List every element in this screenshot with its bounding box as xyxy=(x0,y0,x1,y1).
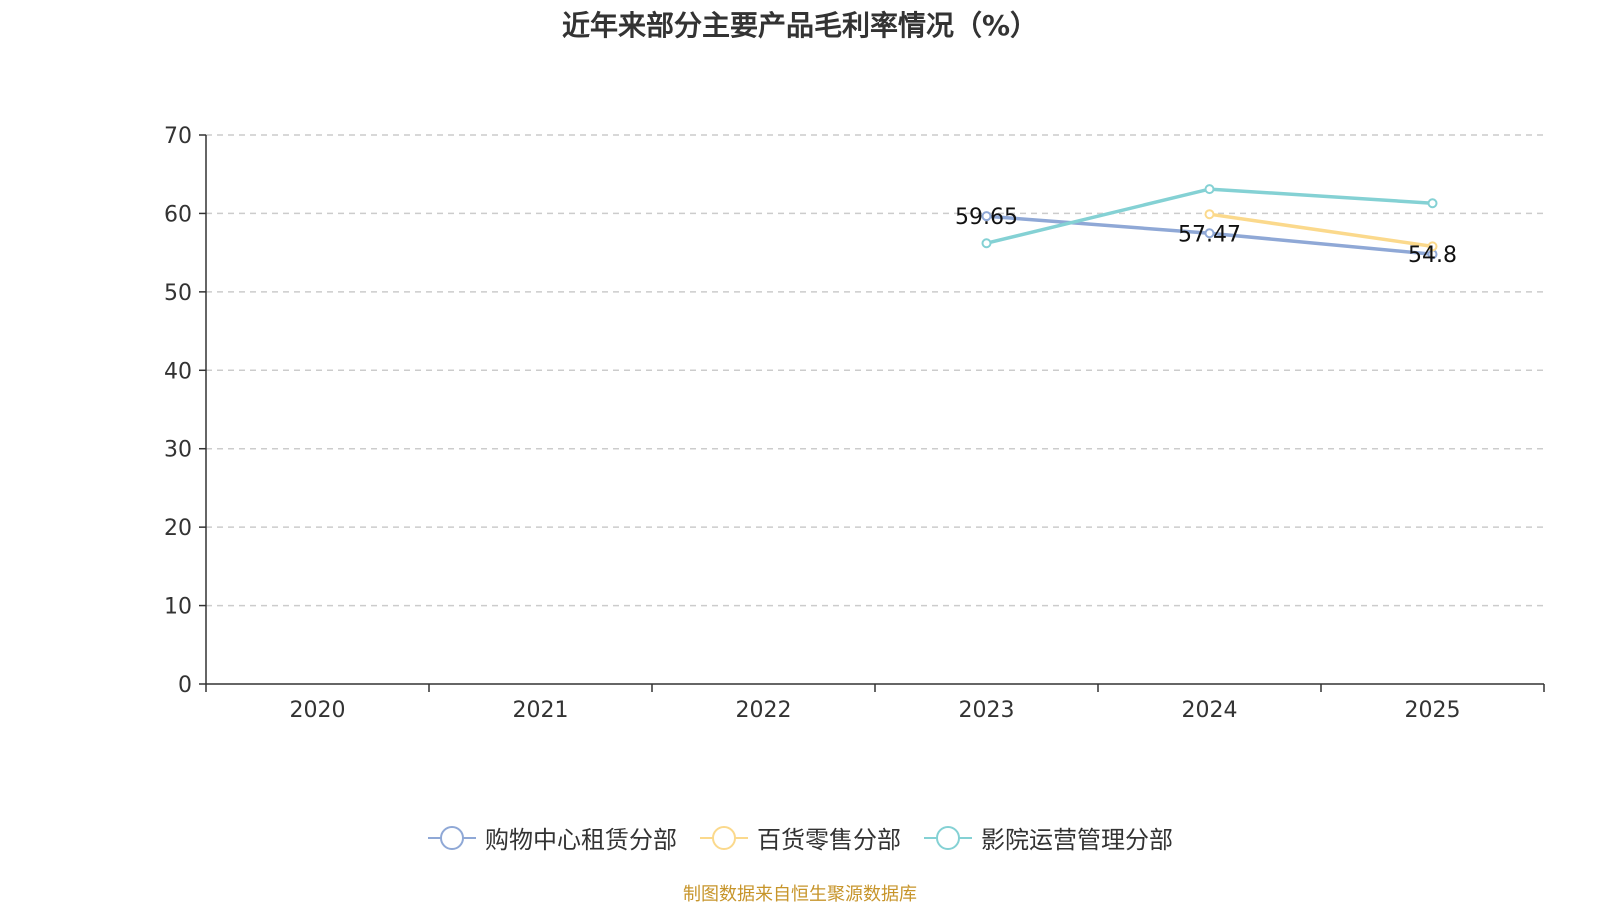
data-label: 59.65 xyxy=(955,205,1018,230)
y-tick-label: 60 xyxy=(164,202,192,227)
data-point xyxy=(1204,209,1215,220)
x-tick-label: 2024 xyxy=(1182,698,1238,723)
x-tick-label: 2021 xyxy=(513,698,569,723)
data-point xyxy=(1427,198,1438,209)
data-point xyxy=(1204,184,1215,195)
chart-title: 近年来部分主要产品毛利率情况（%） xyxy=(561,9,1039,42)
series-line-2 xyxy=(1209,212,1433,249)
legend-label: 购物中心租赁分部 xyxy=(485,826,677,854)
grid-lines xyxy=(206,134,1544,607)
legend-item[interactable]: 影院运营管理分部 xyxy=(923,820,1173,855)
x-tick-label: 2022 xyxy=(736,698,792,723)
y-tick-label: 70 xyxy=(164,124,192,149)
y-tick-label: 10 xyxy=(164,595,192,620)
legend-symbol xyxy=(428,825,476,850)
y-tick-label: 0 xyxy=(178,673,192,698)
series-lines xyxy=(981,184,1438,260)
legend-symbol xyxy=(700,825,748,850)
axes: 0 10 20 30 40 50 60 70 2020 2021 2022 2023 2024 2025 xyxy=(164,124,1545,723)
x-tick-label: 2020 xyxy=(290,698,346,723)
y-tick-label: 30 xyxy=(164,438,192,463)
legend-label: 影院运营管理分部 xyxy=(981,826,1173,854)
data-label: 54.8 xyxy=(1408,243,1457,268)
data-point xyxy=(1427,241,1438,252)
x-tick-label: 2023 xyxy=(959,698,1015,723)
data-point xyxy=(981,211,992,222)
data-label: 57.47 xyxy=(1178,222,1241,247)
data-point xyxy=(981,238,992,249)
legend-marker xyxy=(712,825,736,850)
legend-marker xyxy=(440,825,464,850)
y-tick-label: 50 xyxy=(164,281,192,306)
data-point xyxy=(1204,228,1215,239)
y-tick-label: 40 xyxy=(164,359,192,384)
source-note: 制图数据来自恒生聚源数据库 xyxy=(683,884,917,905)
x-tick-label: 2025 xyxy=(1405,698,1461,723)
legend-label: 百货零售分部 xyxy=(757,826,901,854)
legend-item[interactable]: 购物中心租赁分部 xyxy=(427,820,677,855)
legend: 购物中心租赁分部 百货零售分部 影院运营管理分部 xyxy=(0,820,1600,855)
legend-marker xyxy=(936,825,960,850)
legend-symbol xyxy=(924,825,972,850)
legend-item[interactable]: 百货零售分部 xyxy=(699,820,901,855)
y-tick-label: 20 xyxy=(164,516,192,541)
data-labels: 59.65 57.47 54.8 xyxy=(955,205,1457,268)
